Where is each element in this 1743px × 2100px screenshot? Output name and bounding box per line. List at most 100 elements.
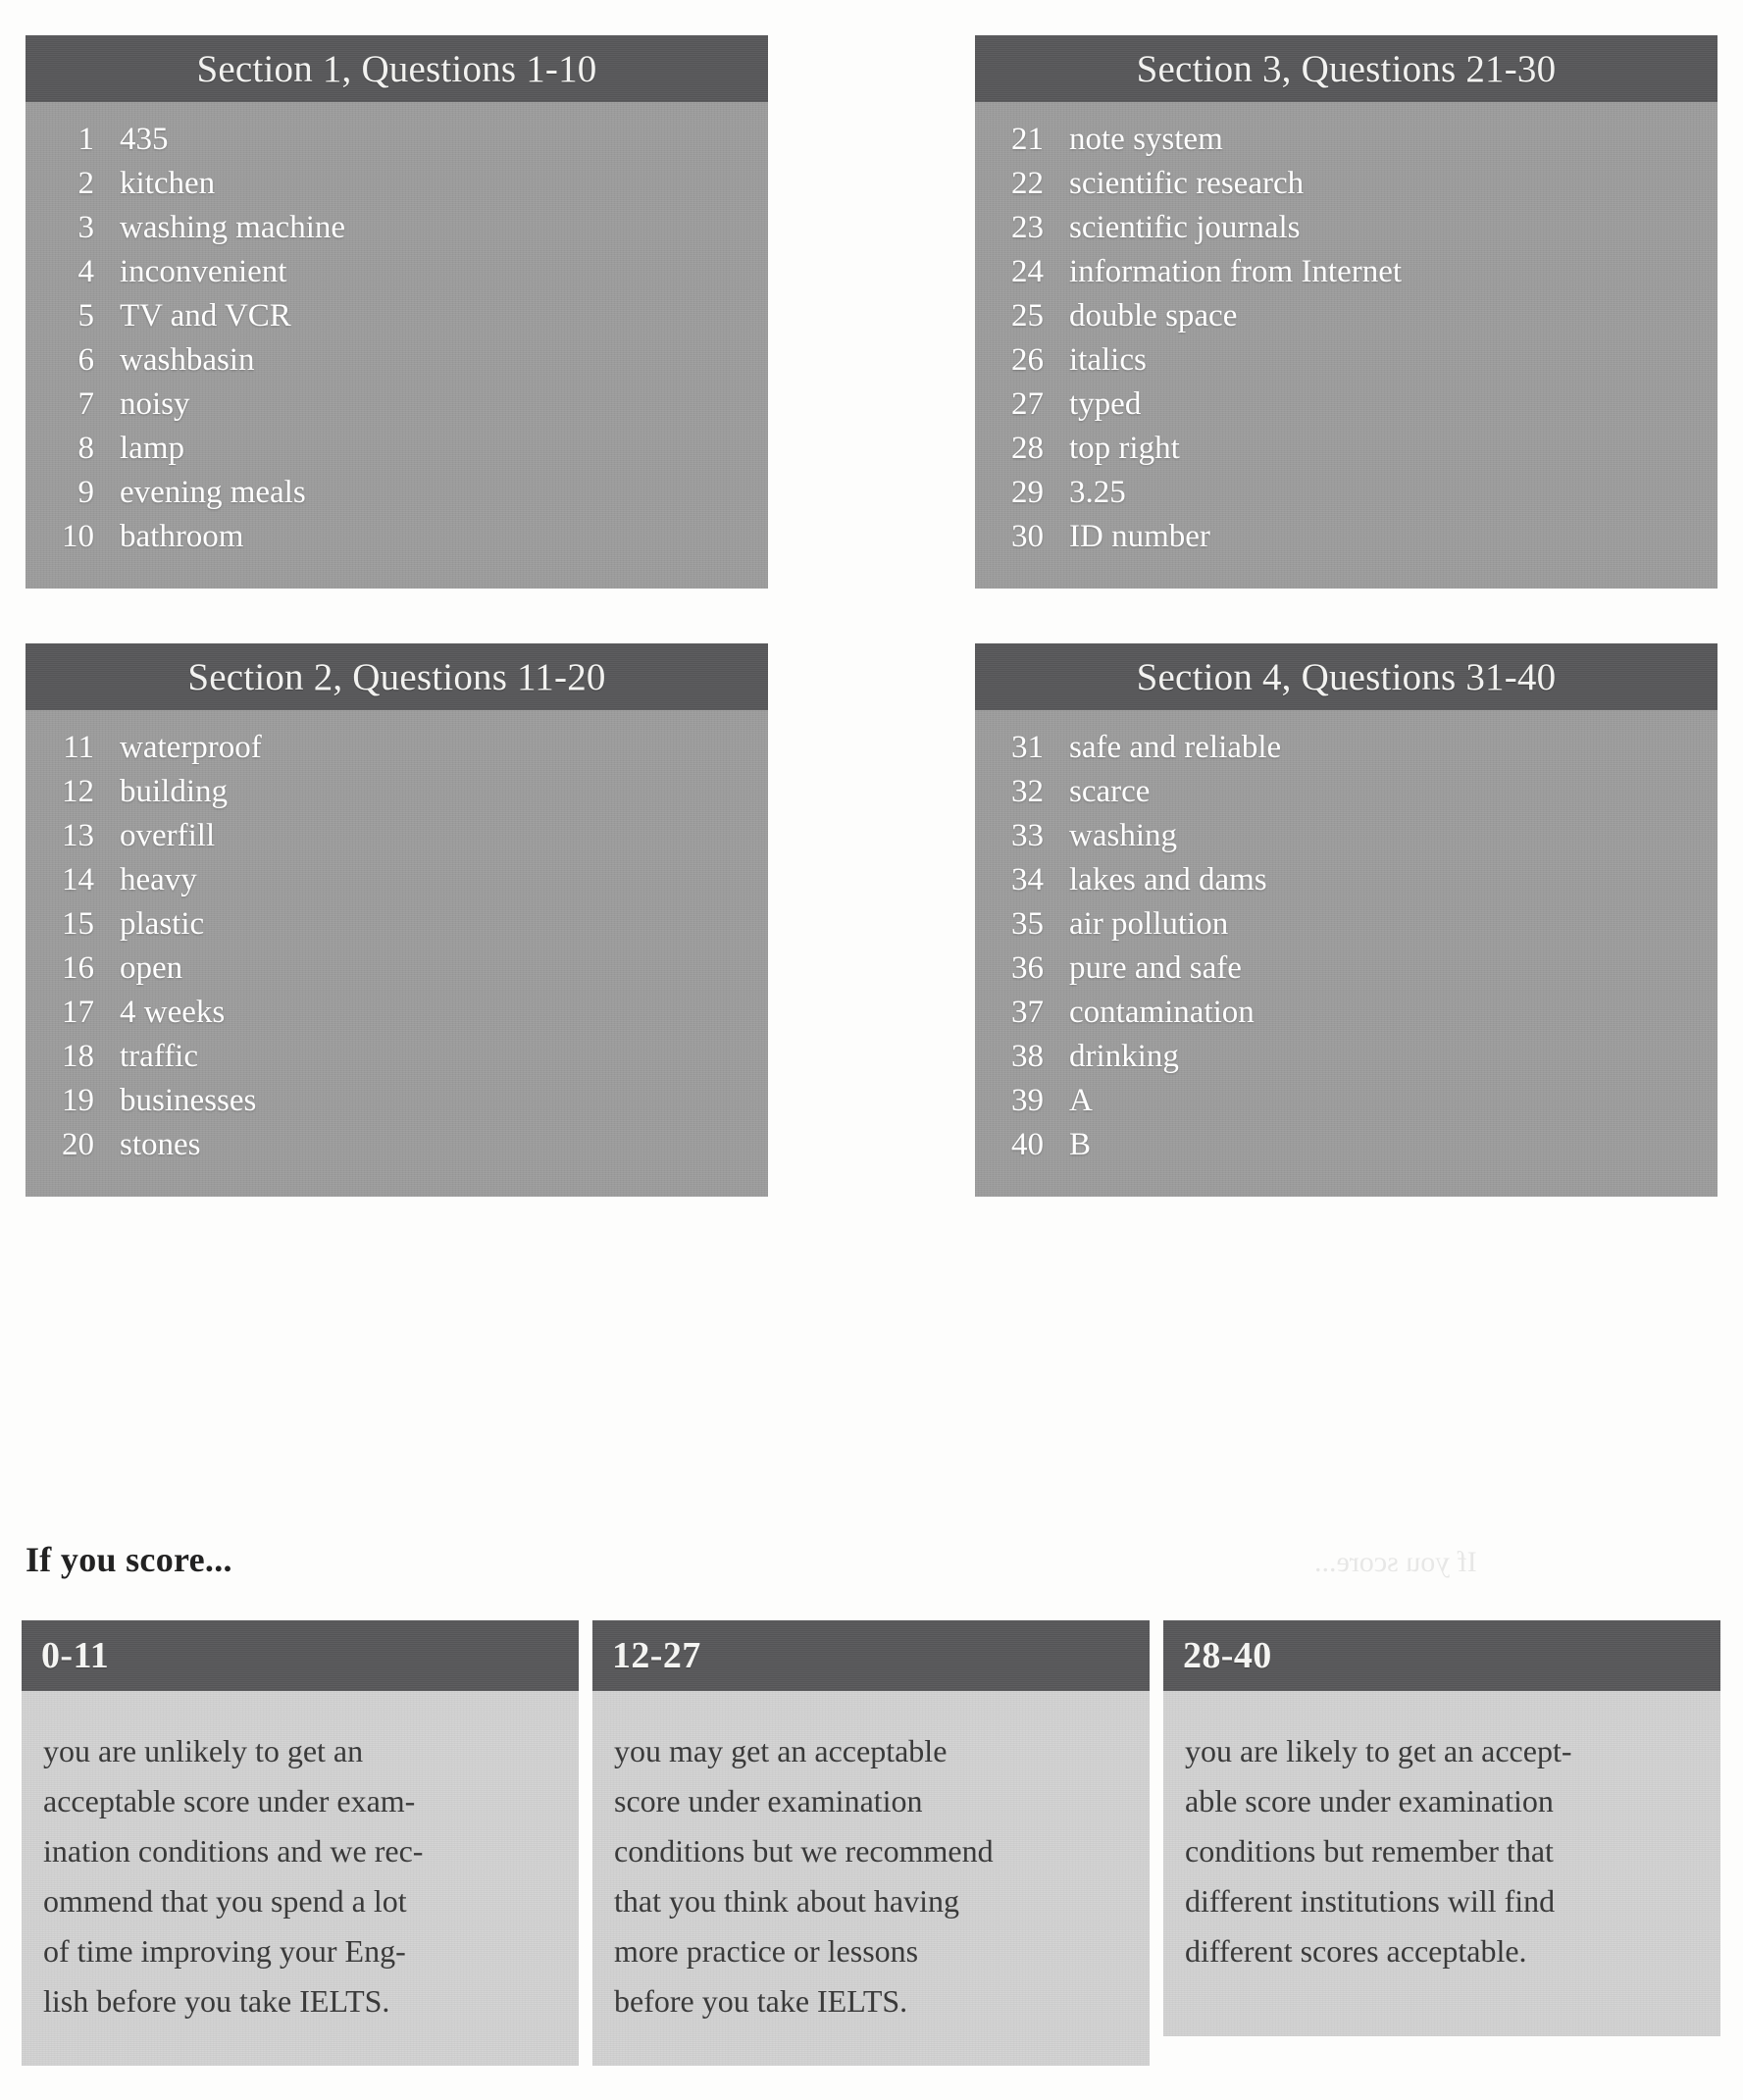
answer-panel-section-4: Section 4, Questions 31-40 31 safe and re…: [975, 643, 1717, 1197]
score-range-header: 28-40: [1163, 1620, 1720, 1691]
answer-row: 38 drinking: [975, 1039, 1717, 1083]
panel-title: Section 3, Questions 21-30: [1136, 47, 1557, 90]
answer-number: 15: [62, 906, 94, 942]
answer-row: 28 top right: [975, 431, 1717, 475]
answer-value: information from Internet: [1069, 254, 1403, 289]
answer-number: 22: [1011, 166, 1044, 201]
answer-number: 16: [62, 950, 94, 986]
answer-row: 4 inconvenient: [26, 254, 768, 298]
answer-number: 13: [62, 818, 94, 853]
answer-number: 17: [62, 995, 94, 1030]
answer-value: evening meals: [120, 475, 306, 510]
answer-row: 25 double space: [975, 298, 1717, 342]
answer-row: 35 air pollution: [975, 906, 1717, 950]
answer-row: 36 pure and safe: [975, 950, 1717, 995]
answer-value: bathroom: [120, 519, 244, 554]
answer-value: plastic: [120, 906, 205, 942]
answer-row: 20 stones: [26, 1127, 768, 1171]
answer-row: 26 italics: [975, 342, 1717, 386]
answer-value: double space: [1069, 298, 1238, 333]
answer-number: 14: [62, 862, 94, 897]
answer-row: 3 washing machine: [26, 210, 768, 254]
answer-number: 21: [1011, 122, 1044, 157]
answer-row: 17 4 weeks: [26, 995, 768, 1039]
answer-panel-section-3: Section 3, Questions 21-30 21 note system…: [975, 35, 1717, 589]
score-description: you may get an acceptable score under ex…: [592, 1691, 1150, 2066]
score-range-label: 28-40: [1183, 1635, 1272, 1676]
answer-number: 33: [1011, 818, 1044, 853]
answer-number: 37: [1011, 995, 1044, 1030]
answer-row: 27 typed: [975, 386, 1717, 431]
answer-row: 30 ID number: [975, 519, 1717, 563]
answer-value: heavy: [120, 862, 197, 897]
answer-number: 23: [1011, 210, 1044, 245]
answer-list-section-4: 31 safe and reliable 32 scarce 33 washing 3…: [975, 710, 1717, 1171]
answer-value: traffic: [120, 1039, 199, 1074]
answer-row: 16 open: [26, 950, 768, 995]
answer-number: 27: [1011, 386, 1044, 422]
answer-value: washing machine: [120, 210, 346, 245]
answer-row: 14 heavy: [26, 862, 768, 906]
answer-row: 2 kitchen: [26, 166, 768, 210]
answer-number: 34: [1011, 862, 1044, 897]
panel-header-section-3: Section 3, Questions 21-30: [975, 35, 1717, 102]
panel-title: Section 4, Questions 31-40: [1136, 655, 1557, 698]
score-column-0-11: 0-11 you are unlikely to get an acceptab…: [22, 1620, 579, 2066]
answer-value: italics: [1069, 342, 1147, 378]
score-text-line: of time improving your Eng-: [43, 1933, 406, 1969]
answer-value: washbasin: [120, 342, 255, 378]
answer-list-section-1: 1 435 2 kitchen 3 washing machine 4 inconven…: [26, 102, 768, 563]
answer-row: 7 noisy: [26, 386, 768, 431]
answer-row: 9 evening meals: [26, 475, 768, 519]
score-text-line: acceptable score under exam-: [43, 1783, 416, 1818]
answer-value: lamp: [120, 431, 184, 466]
answer-number: 20: [62, 1127, 94, 1162]
answer-number: 7: [77, 386, 95, 422]
score-text-line: that you think about having: [614, 1883, 959, 1919]
answer-value: inconvenient: [120, 254, 287, 289]
answer-value: noisy: [120, 386, 190, 422]
answer-panel-section-2: Section 2, Questions 11-20 11 waterproof …: [26, 643, 768, 1197]
answer-row: 37 contamination: [975, 995, 1717, 1039]
answer-number: 8: [77, 431, 95, 466]
score-text-line: score under examination: [614, 1783, 923, 1818]
panel-title: Section 1, Questions 1-10: [196, 47, 597, 90]
score-column-28-40: 28-40 you are likely to get an accept- a…: [1163, 1620, 1720, 2066]
answer-number: 11: [63, 730, 94, 765]
answer-value: stones: [120, 1127, 201, 1162]
answer-value: A: [1069, 1083, 1093, 1118]
answer-panels-grid: Section 1, Questions 1-10 1 435 2 kitchen …: [26, 35, 1717, 1197]
answer-row: 24 information from Internet: [975, 254, 1717, 298]
answer-number: 26: [1011, 342, 1044, 378]
answer-row: 21 note system: [975, 122, 1717, 166]
score-text-line: different scores acceptable.: [1185, 1933, 1527, 1969]
score-text-line: lish before you take IELTS.: [43, 1983, 390, 2019]
score-section-heading: If you score...: [26, 1540, 232, 1579]
panel-header-section-4: Section 4, Questions 31-40: [975, 643, 1717, 710]
score-range-label: 12-27: [612, 1635, 701, 1676]
answer-row: 34 lakes and dams: [975, 862, 1717, 906]
score-range-label: 0-11: [41, 1635, 110, 1676]
score-column-12-27: 12-27 you may get an acceptable score un…: [592, 1620, 1150, 2066]
score-text-line: conditions but we recommend: [614, 1833, 994, 1869]
answer-value: kitchen: [120, 166, 216, 201]
answer-value: drinking: [1069, 1039, 1179, 1074]
answer-row: 5 TV and VCR: [26, 298, 768, 342]
answer-row: 11 waterproof: [26, 730, 768, 774]
score-text-line: ination conditions and we rec-: [43, 1833, 424, 1869]
answer-number: 1: [77, 122, 95, 157]
score-text-line: more practice or lessons: [614, 1933, 919, 1969]
answer-number: 10: [62, 519, 94, 554]
score-description: you are unlikely to get an acceptable sc…: [22, 1691, 579, 2066]
answer-row: 31 safe and reliable: [975, 730, 1717, 774]
answer-value: scientific journals: [1069, 210, 1301, 245]
answer-value: washing: [1069, 818, 1177, 853]
score-text-line: you are unlikely to get an: [43, 1733, 364, 1768]
answer-value: TV and VCR: [120, 298, 291, 333]
answer-row: 13 overfill: [26, 818, 768, 862]
answer-number: 19: [62, 1083, 94, 1118]
answer-number: 32: [1011, 774, 1044, 809]
answer-row: 6 washbasin: [26, 342, 768, 386]
panel-header-section-2: Section 2, Questions 11-20: [26, 643, 768, 710]
